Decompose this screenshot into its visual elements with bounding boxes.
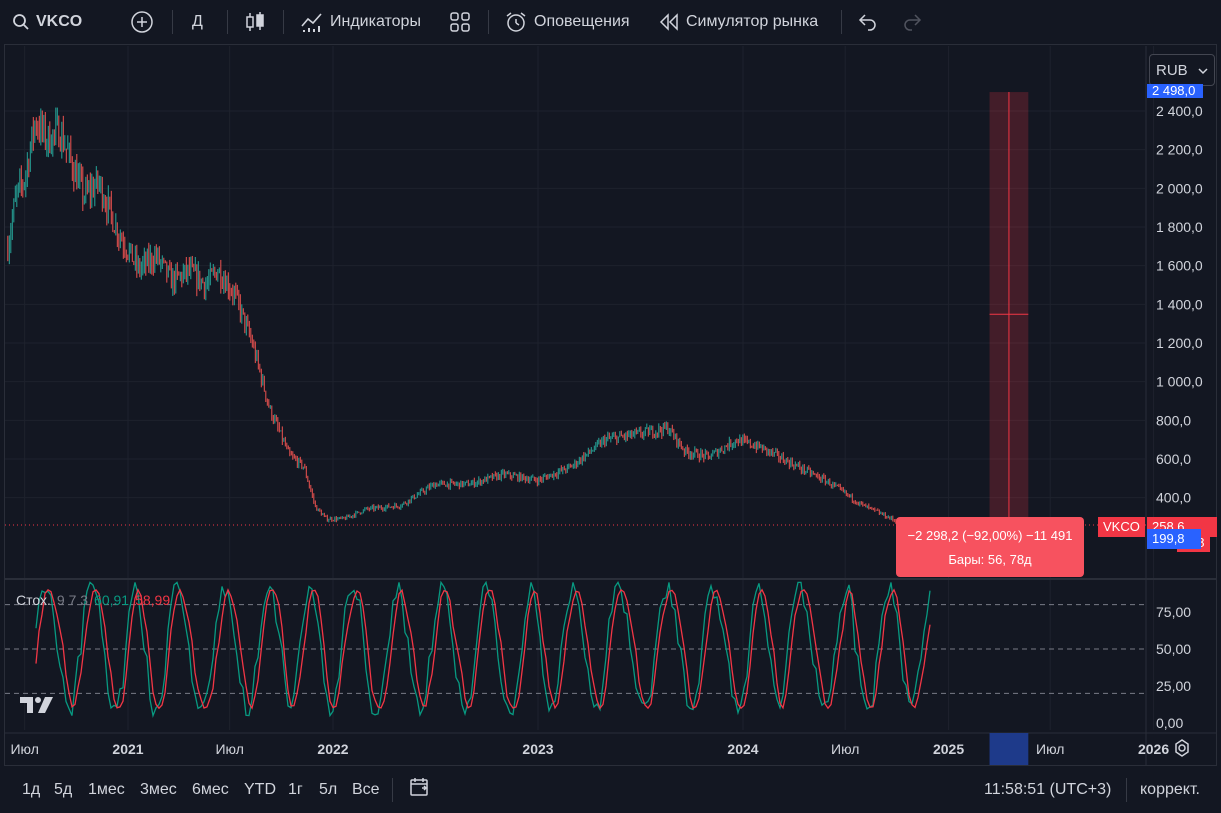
divider [488, 10, 489, 34]
stochastic-axis-label: 0,00 [1156, 715, 1183, 731]
price-axis-label: 600,0 [1156, 451, 1191, 467]
range-button-4[interactable]: 6мес [192, 780, 229, 798]
divider [283, 10, 284, 34]
adjust-label: коррект. [1140, 780, 1200, 798]
stochastic-axis-label: 50,00 [1156, 641, 1191, 657]
stochastic-pane [5, 580, 1145, 718]
search-icon [12, 13, 30, 31]
calendar-icon [408, 775, 432, 804]
time-axis-label: 2023 [522, 741, 553, 757]
range-button-0[interactable]: 1д [22, 780, 41, 798]
stochastic-legend[interactable]: Стох. 9 7 3 60,91 58,99 [16, 592, 170, 608]
range-button-5[interactable]: YTD [244, 780, 276, 798]
replay-button[interactable]: Симулятор рынка [658, 0, 818, 44]
range-button-7[interactable]: 5л [319, 780, 338, 798]
price-axis-label: 1 200,0 [1156, 335, 1203, 351]
redo-button[interactable] [902, 0, 924, 44]
measure-bars: Бары: 56, 78д [948, 551, 1032, 567]
time-axis-label: Июл [831, 741, 859, 757]
range-button-3[interactable]: 3мес [140, 780, 177, 798]
grid-lines [5, 46, 1216, 765]
symbol-search[interactable]: VKCO [12, 0, 82, 44]
indicators-icon [300, 10, 324, 34]
range-button-6[interactable]: 1г [288, 780, 303, 798]
price-axis-label: 1 600,0 [1156, 258, 1203, 274]
plus-circle-icon [130, 10, 154, 34]
price-axis-label: 800,0 [1156, 412, 1191, 428]
stochastic-axis-label: 75,00 [1156, 604, 1191, 620]
undo-button[interactable] [856, 0, 878, 44]
time-axis-label: Июл [1036, 741, 1064, 757]
currency-select[interactable]: RUB [1149, 54, 1215, 86]
clock-label: 11:58:51 (UTC+3) [984, 780, 1112, 798]
chart-type-button[interactable] [244, 0, 266, 44]
time-axis-label: 2021 [112, 741, 143, 757]
measure-tooltip: −2 298,2 (−92,00%) −11 491 Бары: 56, 78д [896, 517, 1084, 577]
price-axis-label: 1 000,0 [1156, 374, 1203, 390]
currency-label: RUB [1156, 61, 1188, 79]
time-axis-label: Июл [10, 741, 38, 757]
time-axis-label: 2026 [1138, 741, 1169, 757]
price-axis-label: 2 400,0 [1156, 103, 1203, 119]
range-button-8[interactable]: Все [352, 780, 380, 798]
grid-icon [449, 11, 471, 33]
top-price-tag: 2 498,0 [1147, 84, 1203, 98]
adjust-button[interactable]: коррект. [1140, 766, 1200, 813]
range-button-2[interactable]: 1мес [88, 780, 125, 798]
rewind-icon [658, 12, 680, 32]
templates-button[interactable] [449, 0, 471, 44]
top-toolbar: VKCO Д Индикаторы Оповещения [0, 0, 1221, 44]
stochastic-k-value: 60,91 [94, 592, 130, 608]
time-axis-label: 2025 [933, 741, 964, 757]
chevron-down-icon [1198, 62, 1208, 79]
symbol-price-label: VKCO [1098, 517, 1145, 537]
axes: 2 400,0 2 200,0 2 000,0 1 800,0 1 600,0 1 400… [10, 103, 1202, 757]
alarm-clock-icon [504, 10, 528, 34]
divider [172, 10, 173, 34]
time-axis-label: Июл [215, 741, 243, 757]
go-to-date-button[interactable] [408, 766, 432, 813]
candles-icon [244, 10, 266, 34]
divider [227, 10, 228, 34]
symbol-label: VKCO [36, 13, 83, 30]
compare-button[interactable] [130, 0, 154, 44]
stochastic-name: Стох. [16, 592, 51, 608]
cursor-price-tag: 199,8 [1147, 529, 1201, 549]
stochastic-d-line [35, 588, 931, 710]
interval-label: Д [192, 13, 203, 30]
price-axis-label: 1 400,0 [1156, 296, 1203, 312]
price-axis-label: 1 800,0 [1156, 219, 1203, 235]
time-axis-label: 2024 [727, 741, 758, 757]
measure-area [989, 92, 1029, 765]
divider [1126, 778, 1127, 802]
settings-icon [1175, 739, 1189, 757]
measure-change: −2 298,2 (−92,00%) −11 491 [907, 527, 1073, 543]
time-axis-settings-button[interactable] [1172, 738, 1192, 763]
range-button-1[interactable]: 5д [54, 780, 73, 798]
price-axis-label: 2 200,0 [1156, 142, 1203, 158]
undo-icon [856, 12, 878, 32]
price-axis-label: 400,0 [1156, 490, 1191, 506]
divider [841, 10, 842, 34]
bottom-toolbar: 1д 5д 1мес 3мес 6мес YTD 1г 5л Все 11:58:51 (UTC… [0, 766, 1221, 813]
stochastic-params: 9 7 3 [56, 592, 89, 608]
replay-label: Симулятор рынка [686, 13, 819, 30]
tradingview-logo[interactable] [18, 695, 56, 720]
measure-time-highlight [989, 733, 1029, 765]
stochastic-axis-label: 25,00 [1156, 678, 1191, 694]
time-axis-label: 2022 [317, 741, 348, 757]
indicators-label: Индикаторы [330, 13, 421, 30]
alerts-button[interactable]: Оповещения [504, 0, 630, 44]
timezone-button[interactable]: 11:58:51 (UTC+3) [984, 766, 1111, 813]
redo-icon [902, 12, 924, 32]
price-axis-label: 2 000,0 [1156, 180, 1203, 196]
interval-button[interactable]: Д [192, 0, 203, 44]
divider [392, 778, 393, 802]
alerts-label: Оповещения [534, 13, 630, 30]
indicators-button[interactable]: Индикаторы [300, 0, 421, 44]
stochastic-d-value: 58,99 [135, 592, 171, 608]
tradingview-logo-icon [20, 697, 53, 713]
price-candles [7, 107, 925, 530]
